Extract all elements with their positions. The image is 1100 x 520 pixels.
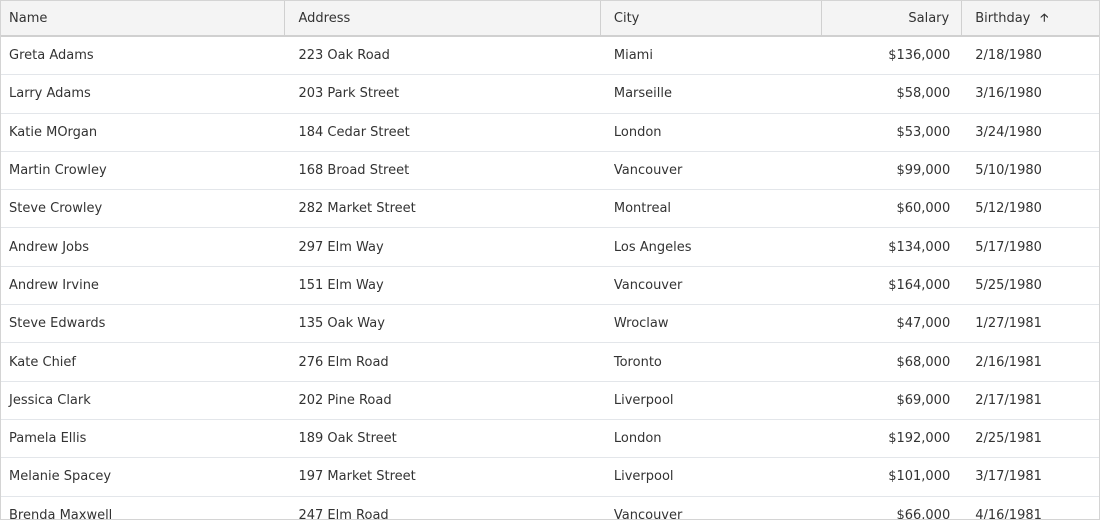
- cell-birthday[interactable]: 2/17/1981: [975, 392, 1042, 408]
- cell-birthday[interactable]: 5/25/1980: [975, 277, 1042, 293]
- cell-birthday[interactable]: 5/12/1980: [975, 201, 1042, 217]
- cell-address[interactable]: 223 Oak Road: [298, 48, 390, 64]
- cell-salary[interactable]: $58,000: [896, 86, 951, 102]
- cell-birthday[interactable]: 2/16/1981: [975, 354, 1042, 370]
- table-row[interactable]: Brenda Maxwell 247 Elm Road Vancouver $66,0…: [1, 497, 1099, 520]
- cell-city[interactable]: Los Angeles: [613, 239, 692, 255]
- table-row[interactable]: Steve Crowley 282 Market Street Montreal $6…: [1, 190, 1099, 229]
- cell-birthday[interactable]: 3/24/1980: [975, 124, 1042, 140]
- cell-city[interactable]: Vancouver: [613, 507, 683, 520]
- column-header-salary[interactable]: Salary: [822, 1, 963, 35]
- cell-city[interactable]: Vancouver: [613, 277, 683, 293]
- table-row[interactable]: Larry Adams 203 Park Street Marseille $58,0…: [1, 75, 1099, 114]
- cell-address[interactable]: 282 Market Street: [298, 201, 416, 217]
- table-row[interactable]: Steve Edwards 135 Oak Way Wroclaw $47,000 1/…: [1, 305, 1099, 344]
- cell-address[interactable]: 151 Elm Way: [298, 277, 384, 293]
- cell-address[interactable]: 197 Market Street: [298, 469, 416, 485]
- cell-address[interactable]: 135 Oak Way: [298, 316, 385, 332]
- cell-city[interactable]: Montreal: [613, 201, 672, 217]
- cell-name[interactable]: Steve Edwards: [9, 316, 106, 332]
- arrow-up-icon: 🡡: [1040, 10, 1049, 24]
- cell-salary[interactable]: $192,000: [888, 431, 951, 447]
- cell-address[interactable]: 297 Elm Way: [298, 239, 384, 255]
- cell-salary[interactable]: $101,000: [888, 469, 951, 485]
- cell-birthday[interactable]: 2/25/1981: [975, 431, 1042, 447]
- cell-name[interactable]: Kate Chief: [9, 354, 76, 370]
- table-row[interactable]: Greta Adams 223 Oak Road Miami $136,000 2/18…: [1, 37, 1099, 76]
- column-header-birthday[interactable]: Birthday 🡡: [962, 1, 1099, 35]
- table-row[interactable]: Jessica Clark 202 Pine Road Liverpool $69,0…: [1, 382, 1099, 420]
- table-row[interactable]: Andrew Jobs 297 Elm Way Los Angeles $134,00…: [1, 228, 1099, 267]
- header-row: Name Address City Salary Birthday 🡡: [1, 1, 1099, 37]
- table-row[interactable]: Melanie Spacey 197 Market Street Liverpool…: [1, 458, 1099, 497]
- cell-address[interactable]: 189 Oak Street: [298, 431, 397, 447]
- cell-name[interactable]: Katie MOrgan: [9, 124, 98, 140]
- cell-city[interactable]: Miami: [613, 48, 653, 64]
- cell-name[interactable]: Jessica Clark: [9, 392, 91, 408]
- cell-name[interactable]: Larry Adams: [9, 86, 91, 102]
- column-header-label: Birthday: [975, 10, 1031, 26]
- table-row[interactable]: Martin Crowley 168 Broad Street Vancouver $…: [1, 152, 1099, 191]
- cell-birthday[interactable]: 2/18/1980: [975, 48, 1042, 64]
- column-header-city[interactable]: City: [601, 1, 823, 35]
- cell-city[interactable]: Liverpool: [613, 392, 674, 408]
- cell-address[interactable]: 168 Broad Street: [298, 163, 410, 179]
- cell-city[interactable]: Vancouver: [613, 163, 683, 179]
- cell-name[interactable]: Pamela Ellis: [9, 431, 87, 447]
- cell-name[interactable]: Andrew Irvine: [9, 277, 99, 293]
- cell-city[interactable]: Liverpool: [613, 469, 674, 485]
- column-header-label: Name: [9, 10, 48, 26]
- cell-salary[interactable]: $47,000: [896, 316, 951, 332]
- table-row[interactable]: Pamela Ellis 189 Oak Street London $192,000…: [1, 420, 1099, 459]
- cell-city[interactable]: Wroclaw: [613, 316, 669, 332]
- cell-city[interactable]: Toronto: [613, 354, 662, 370]
- column-header-address[interactable]: Address: [285, 1, 601, 35]
- column-header-name[interactable]: Name: [1, 1, 286, 35]
- cell-birthday[interactable]: 1/27/1981: [975, 316, 1042, 332]
- cell-birthday[interactable]: 5/17/1980: [975, 239, 1042, 255]
- cell-salary[interactable]: $66,000: [896, 507, 951, 520]
- cell-salary[interactable]: $53,000: [896, 124, 951, 140]
- cell-name[interactable]: Andrew Jobs: [9, 239, 90, 255]
- cell-address[interactable]: 184 Cedar Street: [298, 124, 410, 140]
- cell-name[interactable]: Melanie Spacey: [9, 469, 112, 485]
- cell-address[interactable]: 247 Elm Road: [298, 507, 389, 520]
- cell-name[interactable]: Steve Crowley: [9, 201, 103, 217]
- cell-salary[interactable]: $134,000: [888, 239, 951, 255]
- table-row[interactable]: Kate Chief 276 Elm Road Toronto $68,000 2/16…: [1, 343, 1099, 382]
- table-row[interactable]: Andrew Irvine 151 Elm Way Vancouver $164,00…: [1, 267, 1099, 306]
- cell-birthday[interactable]: 3/16/1980: [975, 86, 1042, 102]
- cell-name[interactable]: Martin Crowley: [9, 163, 107, 179]
- cell-birthday[interactable]: 4/16/1981: [975, 507, 1042, 520]
- cell-address[interactable]: 203 Park Street: [298, 86, 400, 102]
- cell-name[interactable]: Greta Adams: [9, 48, 94, 64]
- cell-city[interactable]: London: [613, 124, 662, 140]
- grid-body: Greta Adams 223 Oak Road Miami $136,000 2/18…: [1, 37, 1099, 520]
- cell-salary[interactable]: $164,000: [888, 277, 951, 293]
- cell-birthday[interactable]: 3/17/1981: [975, 469, 1042, 485]
- column-header-label: City: [613, 10, 640, 26]
- cell-salary[interactable]: $99,000: [896, 163, 951, 179]
- cell-salary[interactable]: $68,000: [896, 354, 951, 370]
- cell-salary[interactable]: $69,000: [896, 392, 951, 408]
- table-row[interactable]: Katie MOrgan 184 Cedar Street London $53,00…: [1, 114, 1099, 152]
- cell-name[interactable]: Brenda Maxwell: [9, 507, 113, 520]
- cell-birthday[interactable]: 5/10/1980: [975, 163, 1042, 179]
- cell-salary[interactable]: $60,000: [896, 201, 951, 217]
- cell-address[interactable]: 202 Pine Road: [298, 392, 392, 408]
- cell-salary[interactable]: $136,000: [888, 48, 951, 64]
- cell-address[interactable]: 276 Elm Road: [298, 354, 389, 370]
- cell-city[interactable]: Marseille: [613, 86, 673, 102]
- column-header-label: Salary: [908, 10, 950, 26]
- cell-city[interactable]: London: [613, 431, 662, 447]
- column-header-label: Address: [298, 10, 351, 26]
